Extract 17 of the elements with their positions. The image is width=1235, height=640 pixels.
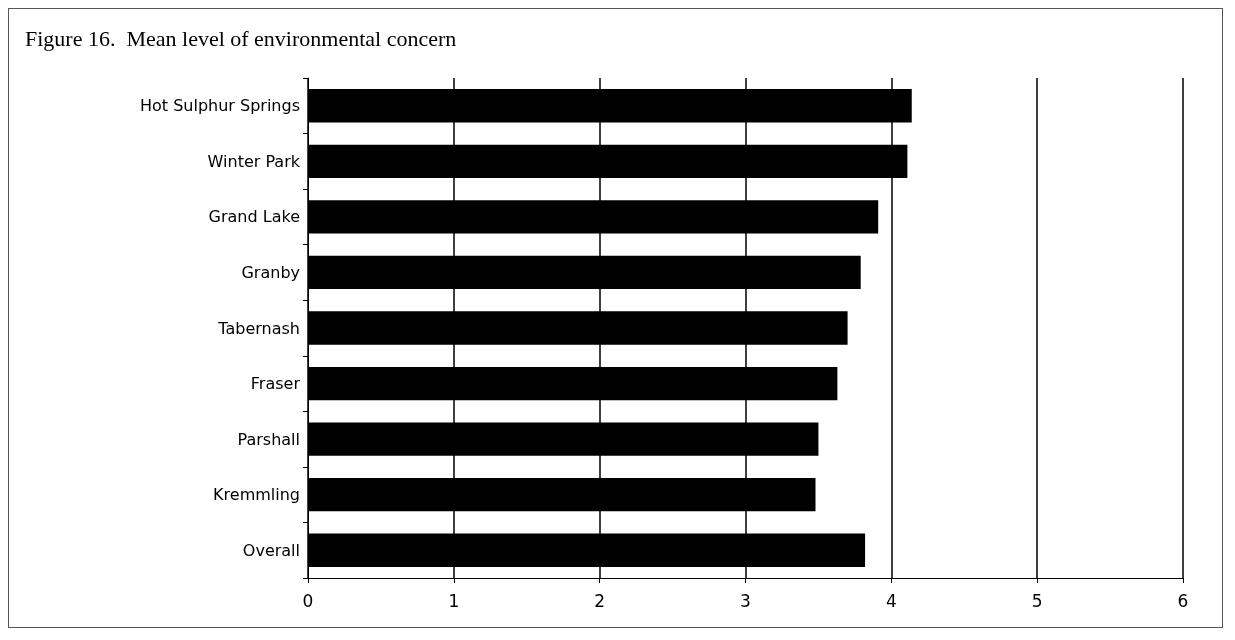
x-tick-label: 2 xyxy=(594,590,606,611)
x-tick-label: 5 xyxy=(1031,590,1043,611)
y-tick-label: Granby xyxy=(241,262,300,282)
y-tick-label: Grand Lake xyxy=(208,207,300,227)
y-tick-label: Kremmling xyxy=(213,485,300,505)
x-tick-label: 0 xyxy=(302,590,314,611)
x-tick-label: 3 xyxy=(740,590,751,611)
y-tick-label: Fraser xyxy=(250,374,301,394)
y-tick-label: Tabernash xyxy=(217,318,300,338)
y-tick-label: Winter Park xyxy=(207,151,301,171)
x-tick-label: 4 xyxy=(885,590,897,611)
chart-title: Figure 16. Mean level of environmental concern xyxy=(25,25,457,51)
x-tick-label: 6 xyxy=(1177,590,1189,611)
x-tick-label: 1 xyxy=(448,590,460,611)
y-tick-label: Parshall xyxy=(237,429,300,449)
y-tick-label: Hot Sulphur Springs xyxy=(140,96,300,116)
y-tick-label: Overall xyxy=(242,540,300,560)
